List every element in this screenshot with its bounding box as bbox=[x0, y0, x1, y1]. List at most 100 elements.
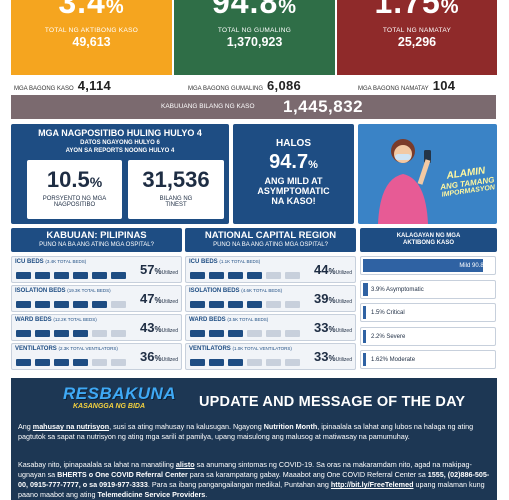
positivity-title: MGA NAGPOSITIBO HULING HULYO 4 bbox=[38, 128, 202, 138]
active-rate: 3.4 bbox=[58, 0, 106, 20]
bed-icon bbox=[35, 272, 50, 279]
bed-icon bbox=[92, 272, 107, 279]
severity-label: Mild 90.8% bbox=[459, 263, 489, 269]
total-label: KABUUANG BILANG NG KASO bbox=[161, 103, 255, 110]
bed-icon bbox=[73, 301, 88, 308]
bed-icon bbox=[247, 359, 262, 366]
bed-icon bbox=[285, 301, 300, 308]
severity-label: 1.5% Critical bbox=[371, 310, 405, 316]
ncr-utilization: 39%Utilized bbox=[314, 291, 352, 306]
ph-row-label: ISOLATION BEDS (19.3K TOTAL BEDS) bbox=[15, 288, 111, 294]
ncr-row-label: ISOLATION BEDS (4.6K TOTAL BEDS) bbox=[189, 288, 283, 294]
bed-icon bbox=[16, 301, 31, 308]
ncr-bed-icons bbox=[190, 272, 300, 279]
bed-icon bbox=[266, 272, 281, 279]
recovered-rate: 94.8 bbox=[211, 0, 279, 20]
tested-box: 31,536 BILANG NG TINEST bbox=[128, 160, 224, 219]
mild-rate: 94.7 bbox=[269, 151, 309, 173]
bed-icon bbox=[285, 330, 300, 337]
new-recovered: MGA BAGONG GUMALING 6,086 bbox=[188, 78, 302, 93]
ph-header: KABUUAN: PILIPINAS PUNO NA BA ANG ATING … bbox=[11, 228, 182, 252]
bed-icon bbox=[16, 272, 31, 279]
bed-icon bbox=[111, 330, 126, 337]
mild-panel: HALOS 94.7% ANG MILD AT ASYMPTOMATIC NA … bbox=[233, 124, 354, 224]
resbakuna-logo: RESBAKUNA KASANGGA NG BIDA bbox=[63, 384, 177, 410]
severity-row: 1.62% Moderate bbox=[360, 350, 496, 369]
bed-icon bbox=[285, 359, 300, 366]
recovered-box: 94.8% TOTAL NG GUMALING 1,370,923 bbox=[174, 0, 335, 75]
bed-icon bbox=[73, 330, 88, 337]
ncr-bed-icons bbox=[190, 330, 300, 337]
bed-icon bbox=[92, 359, 107, 366]
ncr-row: VENTILATORS (1.0K TOTAL VENTILATORS) 33%U… bbox=[185, 343, 356, 370]
bed-icon bbox=[266, 301, 281, 308]
active-label: TOTAL NG AKTIBONG KASO bbox=[44, 27, 139, 34]
ncr-header: NATIONAL CAPITAL REGION PUNO NA BA ANG A… bbox=[185, 228, 356, 252]
ncr-row-label: VENTILATORS (1.0K TOTAL VENTILATORS) bbox=[189, 346, 292, 352]
ncr-utilization: 44%Utilized bbox=[314, 262, 352, 277]
recovered-count: 1,370,923 bbox=[226, 35, 283, 49]
ph-row: VENTILATORS (2.3K TOTAL VENTILATORS) 36%U… bbox=[11, 343, 182, 370]
severity-label: 3.9% Asymptomatic bbox=[371, 287, 424, 293]
telemed-link[interactable]: http://bit.ly/FreeTelemed bbox=[330, 480, 414, 489]
message-heading: UPDATE AND MESSAGE OF THE DAY bbox=[199, 394, 466, 410]
bed-icon bbox=[73, 272, 88, 279]
ph-utilization: 36%Utilized bbox=[140, 349, 178, 364]
bed-icon bbox=[111, 359, 126, 366]
bed-icon bbox=[16, 330, 31, 337]
bed-icon bbox=[228, 272, 243, 279]
bed-icon bbox=[35, 330, 50, 337]
bed-icon bbox=[54, 272, 69, 279]
bed-icon bbox=[209, 359, 224, 366]
severity-bar bbox=[363, 259, 483, 272]
bed-icon bbox=[228, 330, 243, 337]
total-cases-bar: KABUUANG BILANG NG KASO 1,445,832 bbox=[11, 95, 496, 119]
severity-bar bbox=[363, 306, 366, 319]
ph-utilization: 57%Utilized bbox=[140, 262, 178, 277]
positivity-panel: MGA NAGPOSITIBO HULING HULYO 4 DATOS NGA… bbox=[11, 124, 229, 224]
ph-row-label: ICU BEDS (3.4K TOTAL BEDS) bbox=[15, 259, 87, 265]
ncr-utilization: 33%Utilized bbox=[314, 349, 352, 364]
positivity-rate-box: 10.5% PORSYENTO NG MGA NAGPOSITIBO bbox=[27, 160, 122, 219]
bed-icon bbox=[228, 301, 243, 308]
ph-bed-icons bbox=[16, 330, 126, 337]
ncr-row-label: ICU BEDS (1.1K TOTAL BEDS) bbox=[189, 259, 261, 265]
positivity-rate: 10.5 bbox=[46, 167, 90, 192]
bed-icon bbox=[190, 301, 205, 308]
bed-icon bbox=[16, 359, 31, 366]
positivity-sub2: AYON SA REPORTS NOONG HULYO 4 bbox=[65, 148, 175, 154]
bed-icon bbox=[209, 301, 224, 308]
ph-bed-icons bbox=[16, 272, 126, 279]
ph-utilization: 43%Utilized bbox=[140, 320, 178, 335]
ph-bed-icons bbox=[16, 359, 126, 366]
ph-row-label: VENTILATORS (2.3K TOTAL VENTILATORS) bbox=[15, 346, 118, 352]
bed-icon bbox=[54, 301, 69, 308]
bed-icon bbox=[247, 330, 262, 337]
ph-row-label: WARD BEDS (12.2K TOTAL BEDS) bbox=[15, 317, 97, 323]
severity-bar bbox=[363, 283, 368, 296]
bed-icon bbox=[73, 359, 88, 366]
severity-bar bbox=[363, 353, 366, 366]
deaths-box: 1.75% TOTAL NG NAMATAY 25,296 bbox=[337, 0, 497, 75]
ncr-row-label: WARD BEDS (3.5K TOTAL BEDS) bbox=[189, 317, 269, 323]
bed-icon bbox=[92, 330, 107, 337]
ncr-row: WARD BEDS (3.5K TOTAL BEDS) 33%Utilized bbox=[185, 314, 356, 341]
bed-icon bbox=[247, 301, 262, 308]
bed-icon bbox=[54, 330, 69, 337]
severity-header: KALAGAYAN NG MGA AKTIBONG KASO bbox=[360, 228, 497, 252]
severity-bar bbox=[363, 330, 366, 343]
ncr-bed-icons bbox=[190, 301, 300, 308]
bed-icon bbox=[285, 272, 300, 279]
bed-icon bbox=[190, 359, 205, 366]
deaths-count: 25,296 bbox=[397, 35, 437, 49]
bed-icon bbox=[228, 359, 243, 366]
message-paragraph-1: Ang mahusay na nutrisyon, susi sa ating … bbox=[18, 422, 474, 441]
message-panel: RESBAKUNA KASANGGA NG BIDA UPDATE AND ME… bbox=[11, 378, 497, 500]
bed-icon bbox=[266, 359, 281, 366]
bed-icon bbox=[190, 272, 205, 279]
ncr-row: ISOLATION BEDS (4.6K TOTAL BEDS) 39%Utili… bbox=[185, 285, 356, 312]
death-rate: 1.75 bbox=[374, 0, 441, 20]
deaths-label: TOTAL NG NAMATAY bbox=[382, 27, 452, 34]
bed-icon bbox=[35, 301, 50, 308]
ncr-utilization: 33%Utilized bbox=[314, 320, 352, 335]
